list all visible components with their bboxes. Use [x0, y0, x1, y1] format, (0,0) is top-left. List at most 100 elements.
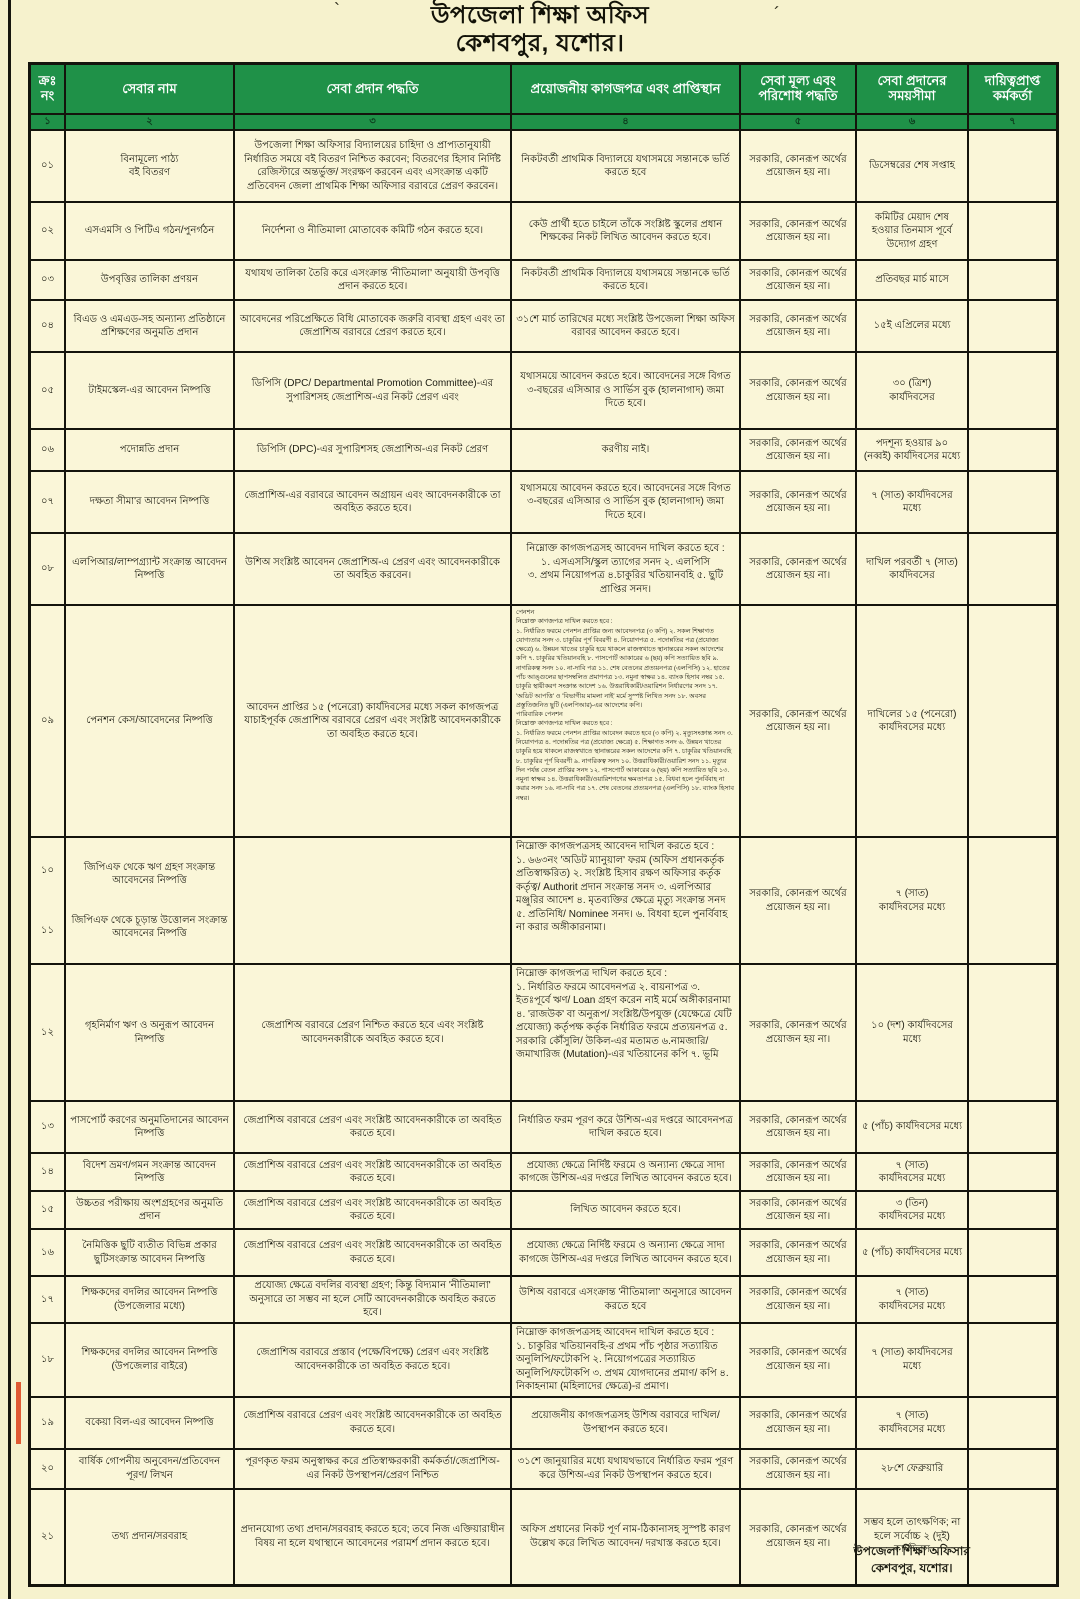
- page-left-border: [8, 0, 11, 1599]
- time-text: ১০ (দশ) কার্যদিবসের মধ্যে: [871, 1020, 953, 1045]
- cell-officer: [969, 472, 1056, 532]
- cell-service: বার্ষিক গোপনীয় অনুবেদন/প্রতিবেদন পূরণ/ …: [66, 1449, 235, 1488]
- cell-method: জেপ্রাশিঅ বরাবরে প্রেরণ নিশ্চিত করতে হবে…: [235, 965, 512, 1100]
- header-label: দায়িত্বপ্রাপ্ত কর্মকর্তা: [984, 73, 1041, 103]
- cell-sl: ০৭: [31, 472, 66, 532]
- cell-fee: সরকারি, কোনরূপ অর্থের প্রয়োজন হয় না।: [741, 301, 857, 351]
- cell-documents: কেউ প্রার্থী হতে চাইলে তাঁকে সংশ্লিষ্ট স…: [512, 203, 741, 259]
- header-label: সেবার নাম: [122, 80, 177, 96]
- method-text: ডিপিসি (DPC)-এর সুপারিশসহ জেপ্রাশিঅ-এর ন…: [256, 444, 489, 456]
- sl-text: ০৮: [41, 563, 54, 575]
- cell-service: উপবৃত্তির তালিকা প্রণয়ন: [66, 261, 235, 299]
- cell-documents: ৩১শে জানুয়ারির মধ্যে যথাযথভাবে নির্ধারি…: [512, 1449, 741, 1488]
- cell-documents: যথাসময়ে আবেদন করতে হবে। আবেদনের সঙ্গে ব…: [512, 472, 741, 532]
- red-margin-mark: [16, 1382, 21, 1444]
- cell-time: ৭ (সাত) কার্যদিবসের মধ্যে: [857, 1397, 969, 1448]
- sl-text: ০৪: [41, 320, 54, 332]
- document-header: উপজেলা শিক্ষা অফিস কেশবপুর, যশোর।: [0, 2, 1080, 58]
- time-text: ৭ (সাত) কার্যদিবসের মধ্যে: [878, 1159, 946, 1185]
- cell-time: ৭ (সাত) কার্যদিবসের মধ্যে: [857, 1154, 969, 1190]
- cell-service: পদোন্নতি প্রদান: [66, 430, 235, 470]
- time-text: ৫ (পাঁচ) কার্যদিবসের মধ্যে: [861, 1121, 963, 1133]
- cell-fee: সরকারি, কোনরূপ অর্থের প্রয়োজন হয় না।: [741, 1277, 857, 1322]
- fee-text: সরকারি, কোনরূপ অর্থের প্রয়োজন হয় না।: [749, 556, 847, 582]
- cell-officer: [969, 1398, 1056, 1448]
- cell-documents: প্রযোজ্য ক্ষেত্রে নির্দিষ্ট ফরমে ও অন্যা…: [512, 1230, 741, 1275]
- cell-time: ডিসেম্বরের শেষ সপ্তাহ: [857, 131, 969, 201]
- time-text: ৭ (সাত) কার্যদিবসের মধ্যে: [878, 888, 946, 913]
- service-text: শিক্ষকদের বদলির আবেদন নিষ্পত্তি (উপজেলার…: [81, 1287, 218, 1312]
- cell-method: প্রদানযোগ্য তথ্য প্রদান/সরবরাহ করতে হবে;…: [235, 1489, 512, 1584]
- stray-mark-right: ´: [774, 4, 780, 24]
- cell-fee: সরকারি, কোনরূপ অর্থের প্রয়োজন হয় না।: [741, 430, 857, 470]
- time-text: প্রতিবছর মার্চ মাসে: [875, 274, 949, 286]
- cell-documents: প্রযোজ্য ক্ষেত্রে নির্দিষ্ট ফরমে ও অন্যা…: [512, 1154, 741, 1190]
- method-text: প্রদানযোগ্য তথ্য প্রদান/সরবরাহ করতে হবে;…: [240, 1524, 505, 1549]
- documents-text: নির্ধারিত ফরম পূরণ করে উশিঅ-এর দপ্তরে আব…: [518, 1114, 733, 1140]
- method-text: জেপ্রাশিঅ-এর বরাবরে আবেদন অগ্রায়ন এবং আ…: [244, 489, 501, 515]
- fee-text: সরকারি, কোনরূপ অর্থের প্রয়োজন হয় না।: [749, 437, 847, 463]
- documents-text: লিখিত আবেদন করতে হবে।: [570, 1204, 681, 1216]
- documents-text: প্রযোজ্য ক্ষেত্রে নির্দিষ্ট ফরমে ও অন্যা…: [519, 1159, 732, 1185]
- fee-text: সরকারি, কোনরূপ অর্থের প্রয়োজন হয় না।: [749, 888, 847, 913]
- documents-text: নিম্নোক্ত কাগজপত্রসহ আবেদন দাখিল করতে হব…: [516, 1327, 729, 1392]
- cell-sl: ০৯: [31, 606, 66, 836]
- column-number: ৫: [741, 115, 857, 129]
- cell-service: পেনশন কেস/আবেদনের নিষ্পত্তি: [66, 606, 235, 836]
- cell-sl: ০৩: [31, 261, 66, 299]
- cell-documents: করণীয় নাই।: [512, 430, 741, 470]
- fee-text: সরকারি, কোনরূপ অর্থের প্রয়োজন হয় না।: [749, 489, 847, 515]
- service-text: উচ্চতর পরীক্ষায় অংশগ্রহণের অনুমতি প্রদা…: [76, 1197, 223, 1223]
- fee-text: সরকারি, কোনরূপ অর্থের প্রয়োজন হয় না।: [749, 1410, 847, 1435]
- time-text: কমিটির মেয়াদ শেষ হওয়ার তিনমাস পূর্বে উ…: [871, 211, 953, 250]
- table-row: ০৩ উপবৃত্তির তালিকা প্রণয়ন যথাযথ তালিকা ত…: [31, 261, 1056, 301]
- citizen-charter-table: ক্রঃ নং সেবার নাম সেবা প্রদান পদ্ধতি প্র…: [28, 62, 1059, 1587]
- cell-documents: ৩১শে মার্চ তারিখের মধ্যে সংশ্লিষ্ট উপজেল…: [512, 301, 741, 351]
- cell-sl: ১৯: [31, 1397, 66, 1448]
- cell-officer: [969, 261, 1056, 299]
- table-row: ০১ বিনামূল্যে পাঠ্য বই বিতরণ উপজেলা শিক্ষা…: [31, 131, 1056, 203]
- cell-service: নৈমিত্তিক ছুটি ব্যতীত বিভিন্ন প্রকার ছুট…: [66, 1230, 235, 1275]
- cell-method: নির্দেশনা ও নীতিমালা মোতাবেক কমিটি গঠন ক…: [235, 203, 512, 259]
- method-text: জেপ্রাশিঅ বরাবরে প্রেরণ এবং সংশ্লিষ্ট আব…: [243, 1114, 502, 1140]
- cell-fee: সরকারি, কোনরূপ অর্থের প্রয়োজন হয় না।: [741, 534, 857, 604]
- table-body: ০১ বিনামূল্যে পাঠ্য বই বিতরণ উপজেলা শিক্ষা…: [31, 131, 1056, 1584]
- cell-method: পূরণকৃত ফরম অনুস্বাক্ষর করে প্রতিস্বাক্ষ…: [235, 1449, 512, 1488]
- fee-text: সরকারি, কোনরূপ অর্থের প্রয়োজন হয় না।: [749, 708, 847, 734]
- cell-service: উচ্চতর পরীক্ষায় অংশগ্রহণের অনুমতি প্রদা…: [66, 1192, 235, 1228]
- time-text: পদশূন্য হওয়ার ৯০ (নব্বই) কার্যদিবসের মধ…: [863, 437, 961, 463]
- cell-officer: [969, 534, 1056, 604]
- service-text: বকেয়া বিল-এর আবেদন নিষ্পত্তি: [85, 1416, 214, 1428]
- cell-sl: ১৭: [31, 1277, 66, 1322]
- sl-text: ১৬: [41, 1246, 54, 1258]
- column-number-label: ২: [146, 116, 153, 128]
- service-text: পেনশন কেস/আবেদনের নিষ্পত্তি: [86, 715, 213, 727]
- cell-time: ৭ (সাত) কার্যদিবসের মধ্যে: [857, 1324, 969, 1396]
- cell-time: ৫ (পাঁচ) কার্যদিবসের মধ্যে: [857, 1102, 969, 1152]
- documents-text: প্রযোজ্য ক্ষেত্রে নির্দিষ্ট ফরমে ও অন্যা…: [519, 1240, 732, 1265]
- cell-time: প্রতিবছর মার্চ মাসে: [857, 261, 969, 299]
- cell-fee: সরকারি, কোনরূপ অর্থের প্রয়োজন হয় না।: [741, 606, 857, 836]
- method-text: ডিপিসি (DPC/ Departmental Promotion Comm…: [251, 378, 494, 403]
- method-text: জেপ্রাশিঅ বরাবরে প্রেরণ এবং সংশ্লিষ্ট আব…: [243, 1197, 502, 1223]
- sl-text: ১৪: [41, 1166, 54, 1178]
- documents-text: প্রয়োজনীয় কাগজপত্রসহ উশিঅ বরাবরে দাখিল…: [531, 1410, 720, 1435]
- cell-officer: [969, 131, 1056, 201]
- cell-service: টাইমস্কেল-এর আবেদন নিষ্পত্তি: [66, 353, 235, 428]
- fee-text: সরকারি, কোনরূপ অর্থের প্রয়োজন হয় না।: [749, 153, 847, 179]
- cell-method: ডিপিসি (DPC/ Departmental Promotion Comm…: [235, 353, 512, 428]
- cell-officer: [969, 1490, 1056, 1584]
- method-text: জেপ্রাশিঅ বরাবরে প্রেরণ নিশ্চিত করতে হবে…: [261, 1020, 484, 1045]
- sl-text: ২১: [41, 1530, 54, 1542]
- cell-time: ২৮শে ফেব্রুয়ারি: [857, 1449, 969, 1488]
- cell-sl: ০১: [31, 131, 66, 201]
- service-text: বিনামূল্যে পাঠ্য বই বিতরণ: [120, 153, 179, 179]
- header-label: সেবা প্রদান পদ্ধতি: [326, 80, 419, 96]
- cell-fee: সরকারি, কোনরূপ অর্থের প্রয়োজন হয় না।: [741, 1397, 857, 1448]
- method-text: উশিঅ সংশ্লিষ্ট আবেদন জেপ্রাশিঅ-এ প্রেরণ …: [245, 556, 500, 582]
- cell-method: জেপ্রাশিঅ বরাবরে প্রেরণ এবং সংশ্লিষ্ট আব…: [235, 1192, 512, 1228]
- documents-text: ৩১শে মার্চ তারিখের মধ্যে সংশ্লিষ্ট উপজেল…: [516, 313, 735, 339]
- cell-method: উপজেলা শিক্ষা অফিসার বিদ্যালয়ের চাহিদা …: [235, 131, 512, 201]
- table-row: ১৬ নৈমিত্তিক ছুটি ব্যতীত বিভিন্ন প্রকার ছ…: [31, 1230, 1056, 1277]
- table-row: ০৮ এলপিআর/লাম্পগ্র্যান্ট সংক্রান্ত আবেদন …: [31, 534, 1056, 606]
